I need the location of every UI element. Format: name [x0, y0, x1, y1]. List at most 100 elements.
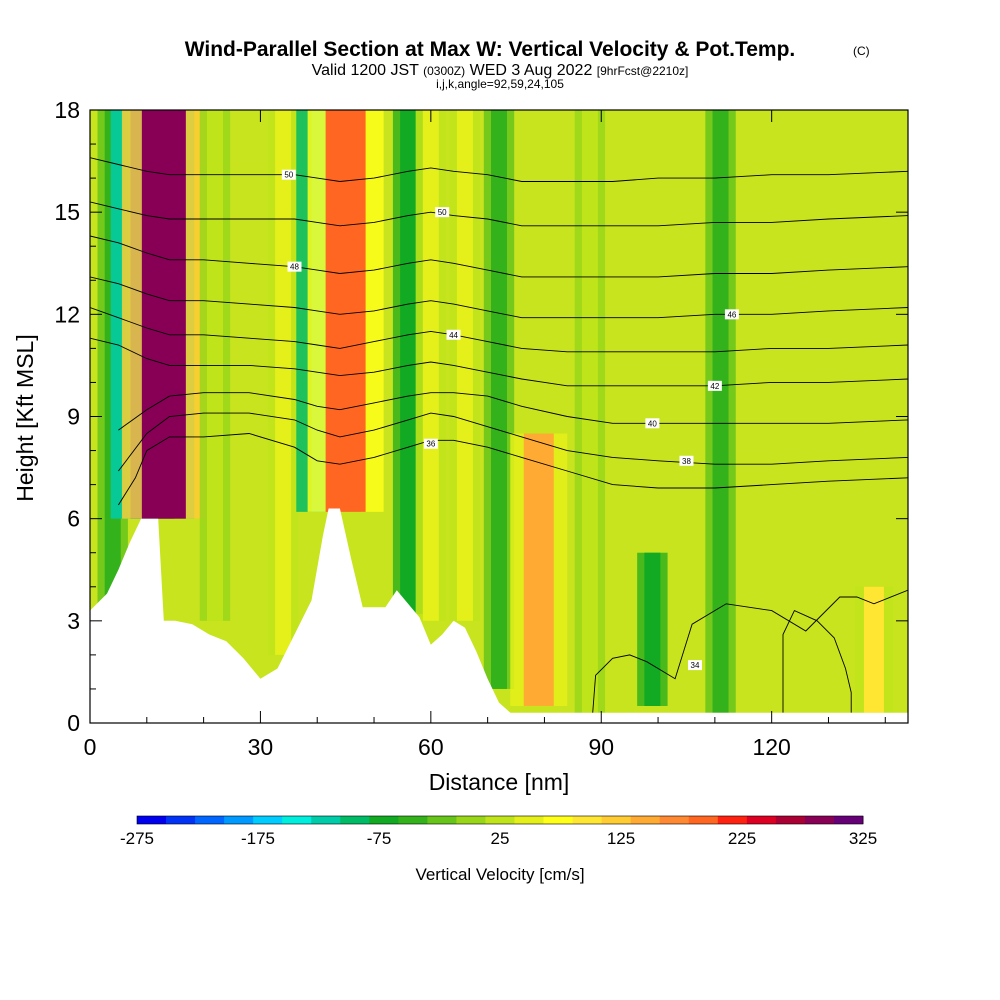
contour-label-bg	[724, 309, 739, 320]
contour-label: 38	[682, 457, 691, 466]
x-axis-label: Distance [nm]	[429, 769, 570, 795]
colorbar-swatch	[369, 816, 399, 824]
velocity-band	[275, 110, 292, 655]
colorbar-tick-label: 325	[849, 829, 877, 848]
contour-label-bg	[281, 169, 296, 180]
y-tick-label: 18	[54, 97, 80, 123]
colorbar-swatch	[572, 816, 603, 824]
contour-label-bg	[423, 438, 438, 449]
velocity-band	[422, 110, 439, 621]
colorbar-swatch	[282, 816, 312, 824]
velocity-band	[400, 110, 417, 615]
subtitle-forecast: [9hrFcst@2210z]	[597, 64, 689, 78]
colorbar-label: Vertical Velocity [cm/s]	[415, 865, 584, 884]
contour-label-bg	[435, 207, 450, 218]
colorbar-tick-label: -275	[120, 829, 154, 848]
colorbar-frame	[136, 815, 864, 825]
colorbar-swatch	[543, 816, 574, 824]
plot-area: 34 36 38 40 42 44 46 48 50 50	[90, 110, 908, 723]
theta-contour-46	[90, 276, 908, 319]
theta-contour-50	[90, 201, 908, 227]
colorbar-swatch	[833, 816, 864, 824]
colorbar-swatch	[485, 816, 516, 824]
theta-contour-50	[90, 157, 908, 182]
colorbar-swatch	[514, 816, 545, 824]
chart-subtitle: Valid 1200 JST (0300Z) WED 3 Aug 2022 [9…	[312, 62, 689, 79]
colorbar-swatch	[427, 816, 457, 824]
contour-label: 42	[710, 382, 719, 391]
contour-label: 36	[426, 440, 435, 449]
colorbar-swatch	[456, 816, 486, 824]
velocity-band	[863, 586, 884, 713]
theta-contour-34	[592, 589, 908, 713]
theta-contour-48	[90, 235, 908, 278]
y-tick-label: 12	[54, 301, 80, 327]
colorbar-swatch	[630, 816, 661, 824]
x-tick-label: 0	[84, 734, 97, 760]
contour-label: 50	[438, 208, 447, 217]
colorbar-tick-label: -175	[241, 829, 275, 848]
x-tick-label: 30	[248, 734, 274, 760]
theta-contour-44	[90, 307, 908, 353]
colorbar-swatch	[195, 816, 225, 824]
colorbar-tick-label: 125	[607, 829, 635, 848]
velocity-band	[523, 433, 554, 706]
velocity-band	[581, 110, 598, 713]
x-tick-label: 90	[588, 734, 614, 760]
colorbar-swatch	[804, 816, 835, 824]
contour-label-bg	[446, 329, 461, 340]
contour-label-bg	[687, 660, 702, 671]
velocity-band	[141, 110, 186, 519]
velocity-band	[644, 552, 661, 706]
y-axis-label: Height [Kft MSL]	[12, 334, 38, 501]
subtitle-date: WED 3 Aug 2022	[470, 62, 593, 79]
x-tick-label: 120	[752, 734, 790, 760]
theta-contour-38	[118, 412, 908, 472]
contour-label-bg	[287, 261, 302, 272]
colorbar-swatch	[224, 816, 254, 824]
colorbar-tick-label: -75	[367, 829, 392, 848]
colorbar-tick-label: 225	[728, 829, 756, 848]
contour-label: 34	[691, 661, 700, 670]
theta-contour-42	[90, 337, 908, 387]
chart-title-mark: (C)	[853, 44, 870, 58]
theta-contour-34	[782, 610, 852, 713]
colorbar-swatch	[398, 816, 428, 824]
y-tick-label: 15	[54, 199, 80, 225]
contour-label-bg	[707, 380, 722, 391]
colorbar-swatch	[746, 816, 777, 824]
colorbar-swatch	[137, 816, 167, 824]
colorbar-swatch	[775, 816, 806, 824]
colorbar-swatch	[166, 816, 196, 824]
contour-label-bg	[679, 455, 694, 466]
colorbar-swatch	[717, 816, 748, 824]
velocity-band	[712, 110, 729, 713]
theta-contour-40	[118, 392, 908, 431]
colorbar-swatch	[688, 816, 719, 824]
subtitle-utc: (0300Z)	[423, 64, 465, 78]
y-tick-label: 9	[67, 404, 80, 430]
theta-contour-36	[118, 433, 908, 506]
colorbar: -275 -175 -75 25 125 225 325	[120, 815, 877, 848]
colorbar-swatch	[340, 816, 370, 824]
colorbar-swatch	[253, 816, 283, 824]
y-tick-label: 6	[67, 506, 80, 532]
contour-label: 44	[449, 331, 458, 340]
chart-indices: i,j,k,angle=92,59,24,105	[436, 77, 564, 91]
colorbar-swatch	[601, 816, 632, 824]
velocity-bands	[97, 110, 893, 713]
contour-label: 40	[648, 419, 657, 428]
colorbar-swatch	[659, 816, 690, 824]
terrain-mask	[90, 508, 908, 723]
x-tick-label: 60	[418, 734, 444, 760]
chart-title: Wind-Parallel Section at Max W: Vertical…	[185, 38, 796, 61]
contour-label: 48	[290, 263, 299, 272]
y-tick-label: 3	[67, 608, 80, 634]
contour-label: 50	[284, 171, 293, 180]
theta-contours: 34 36 38 40 42 44 46 48 50 50	[90, 157, 908, 713]
y-tick-label: 0	[67, 710, 80, 736]
contour-label: 46	[727, 310, 736, 319]
velocity-band	[456, 110, 473, 621]
